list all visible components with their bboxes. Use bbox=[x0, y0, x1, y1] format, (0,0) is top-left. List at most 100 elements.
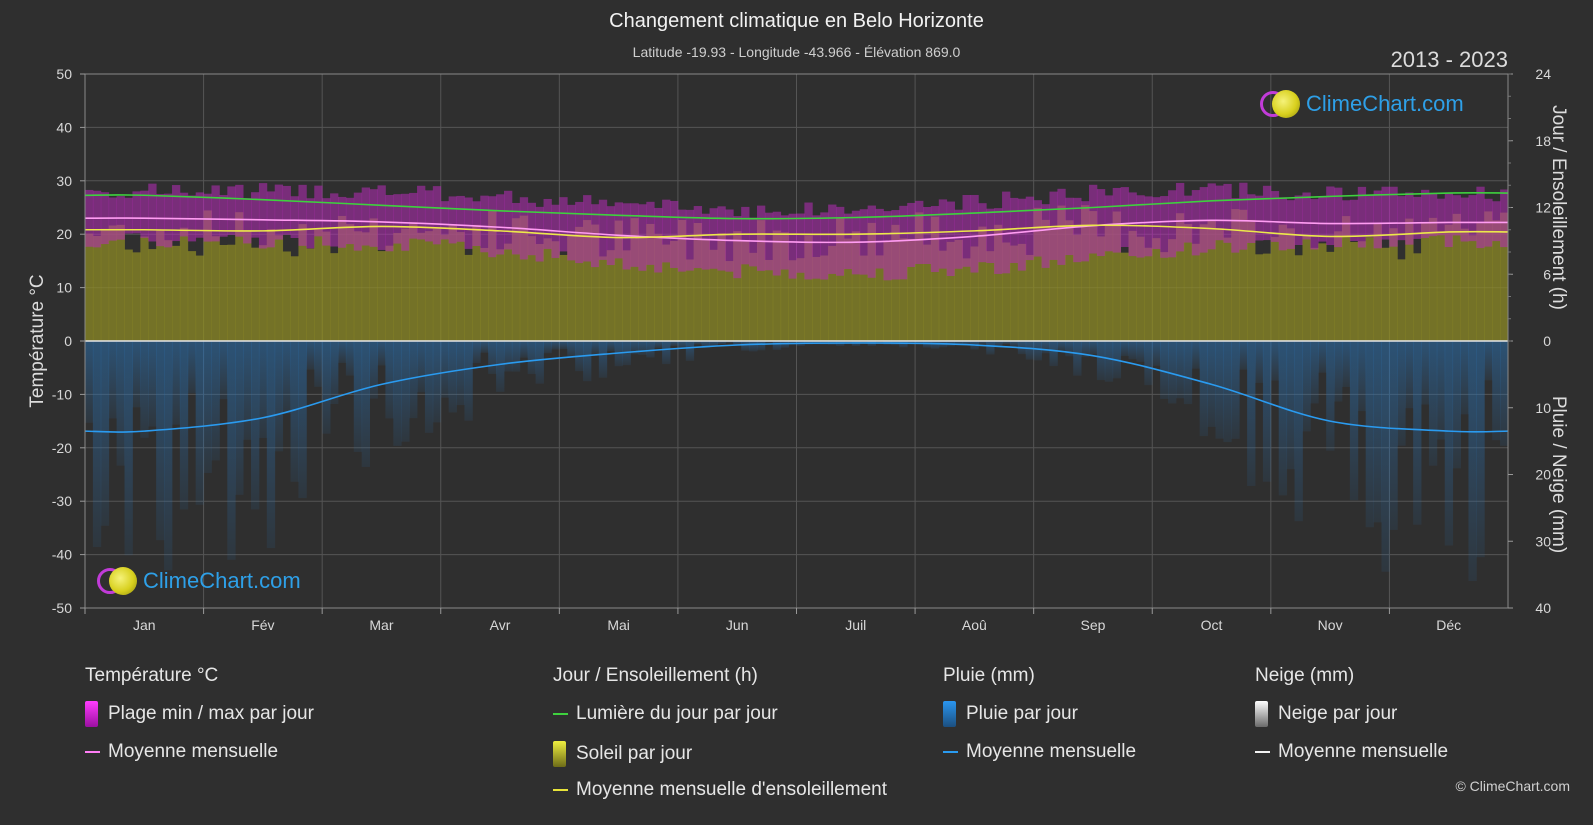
sunshine-bar bbox=[258, 245, 268, 341]
temp-range-bar bbox=[171, 185, 181, 242]
sunshine-bar bbox=[417, 232, 426, 341]
temp-range-bar bbox=[179, 192, 189, 237]
rain-bar bbox=[1286, 341, 1295, 470]
rain-bar bbox=[1057, 341, 1066, 351]
temp-range-bar bbox=[306, 198, 315, 249]
rain-bar bbox=[243, 341, 252, 440]
sunshine-bar bbox=[701, 239, 710, 341]
sunshine-bar bbox=[156, 230, 165, 341]
temp-mean-line bbox=[84, 217, 1509, 244]
temp-range-bar bbox=[385, 194, 394, 252]
sunshine-bar bbox=[583, 220, 592, 341]
temp-range-bar bbox=[630, 203, 639, 267]
temp-range-bar bbox=[772, 211, 782, 276]
sunshine-bar bbox=[1081, 205, 1090, 341]
rain-bar bbox=[401, 341, 410, 442]
sunshine-bar bbox=[954, 239, 963, 341]
sunshine-bar bbox=[630, 218, 639, 341]
rain-bar bbox=[1120, 341, 1129, 357]
sunshine-bar bbox=[1160, 252, 1169, 341]
temp-range-bar bbox=[1310, 199, 1319, 250]
rain-bar bbox=[915, 341, 924, 344]
legend-label: Plage min / max par jour bbox=[108, 703, 314, 724]
chart-title: Changement climatique en Belo Horizonte bbox=[609, 10, 984, 32]
temp-range-bar bbox=[1286, 200, 1295, 249]
rain-bar bbox=[646, 341, 655, 358]
sunshine-bar bbox=[772, 230, 782, 341]
legend-snow-daily: Neige par jour bbox=[1255, 701, 1397, 727]
rain-bar bbox=[733, 341, 742, 346]
temp-range-bar bbox=[1341, 200, 1351, 238]
rain-bar bbox=[749, 341, 758, 352]
left-tick-label: 30 bbox=[56, 173, 72, 189]
sunshine-bar bbox=[1341, 216, 1351, 341]
sunshine-bar bbox=[377, 251, 386, 341]
rain-bar bbox=[1175, 341, 1185, 399]
sunshine-bar bbox=[424, 231, 434, 341]
temp-range-bar bbox=[812, 215, 821, 279]
sunshine-bar bbox=[899, 238, 908, 341]
sunshine-bar bbox=[986, 251, 995, 341]
sunshine-bar bbox=[1294, 255, 1303, 341]
sunshine-bar bbox=[1223, 237, 1232, 341]
temp-range-bar bbox=[685, 209, 695, 271]
temp-range-bar bbox=[1349, 199, 1359, 242]
temp-range-bar bbox=[828, 204, 837, 274]
legend-temp-mean: Moyenne mensuelle bbox=[85, 741, 278, 763]
rain-bar bbox=[1128, 341, 1137, 360]
rain-bar bbox=[140, 341, 149, 438]
sunshine-bar bbox=[1278, 224, 1288, 341]
temp-range-bar bbox=[946, 201, 956, 276]
temp-range-bar bbox=[322, 198, 331, 246]
sunshine-bar bbox=[298, 224, 307, 341]
month-label: Jan bbox=[133, 617, 156, 633]
rain-bar bbox=[1373, 341, 1382, 523]
legend-label: Moyenne mensuelle bbox=[1278, 741, 1449, 762]
sunshine-bar bbox=[322, 231, 331, 341]
legend-label: Neige par jour bbox=[1278, 703, 1398, 724]
sunshine-bar bbox=[559, 254, 568, 341]
sunshine-bar bbox=[274, 235, 284, 341]
rain-bar bbox=[1089, 341, 1098, 355]
sunshine-bar bbox=[503, 243, 513, 341]
chart-subtitle: Latitude -19.93 - Longitude -43.966 - Él… bbox=[632, 44, 961, 60]
rain-bar bbox=[385, 341, 394, 419]
rain-bar bbox=[1421, 341, 1430, 405]
rain-bar bbox=[219, 341, 228, 400]
sunshine-bar bbox=[962, 258, 971, 341]
sunshine-bar bbox=[393, 232, 402, 341]
temp-range-bar bbox=[1468, 195, 1477, 242]
rain-bar bbox=[187, 341, 197, 394]
temp-range-bar bbox=[1373, 190, 1382, 249]
rain-bar bbox=[472, 341, 481, 364]
temp-range-bar bbox=[1215, 185, 1224, 241]
sunshine-bar bbox=[1444, 224, 1454, 341]
temp-range-bar bbox=[1104, 195, 1114, 252]
rain-bar bbox=[1468, 341, 1477, 581]
rain-bar bbox=[1310, 341, 1319, 404]
temp-range-bar bbox=[749, 217, 758, 267]
rain-bar bbox=[1428, 341, 1438, 466]
sunshine-bar bbox=[922, 244, 932, 341]
rain-bar bbox=[606, 341, 616, 351]
rain-bar bbox=[1041, 341, 1050, 354]
sunshine-bar bbox=[1247, 219, 1256, 341]
temp-range-bar bbox=[1191, 190, 1201, 256]
sunshine-bar bbox=[756, 220, 766, 341]
rain-bar bbox=[1397, 341, 1406, 446]
temp-range-bar bbox=[701, 213, 710, 270]
sunshine-bar bbox=[1460, 228, 1469, 341]
temp-range-bar bbox=[741, 206, 750, 265]
temp-range-bar bbox=[1302, 192, 1311, 240]
rain-bar bbox=[1476, 341, 1485, 558]
rain-bar bbox=[171, 341, 181, 425]
sunshine-bar bbox=[685, 259, 695, 341]
rain-bar bbox=[1183, 341, 1193, 405]
sunshine-bar bbox=[108, 225, 118, 341]
sunshine-bar bbox=[171, 245, 181, 341]
sunshine-bar bbox=[282, 251, 291, 341]
rain-bar bbox=[424, 341, 434, 433]
rain-bar bbox=[859, 341, 869, 344]
sunshine-bar bbox=[519, 215, 529, 341]
sunshine-bar bbox=[1326, 251, 1335, 341]
